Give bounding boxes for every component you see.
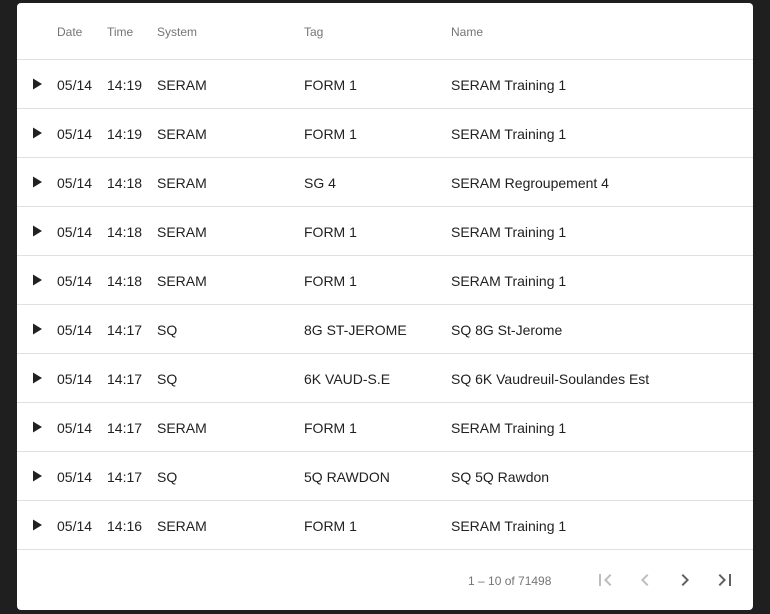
expand-row-button[interactable] — [27, 74, 47, 94]
cell-tag: FORM 1 — [304, 77, 357, 93]
column-header-tag[interactable]: Tag — [304, 25, 324, 39]
column-header-date[interactable]: Date — [57, 25, 83, 39]
table-row[interactable]: 05/14 14:19 SERAM FORM 1 SERAM Training 1 — [17, 109, 753, 158]
cell-time: 14:18 — [107, 224, 143, 240]
play-arrow-icon — [33, 78, 42, 90]
first-page-button[interactable] — [593, 568, 617, 592]
play-arrow-icon — [33, 470, 42, 482]
paginator-range-label: 1 – 10 of 71498 — [468, 574, 552, 588]
cell-tag: FORM 1 — [304, 224, 357, 240]
cell-system: SQ — [157, 322, 178, 338]
cell-name: SERAM Training 1 — [451, 224, 567, 240]
cell-date: 05/14 — [57, 77, 93, 93]
cell-time: 14:18 — [107, 273, 143, 289]
cell-name: SERAM Regroupement 4 — [451, 175, 609, 191]
cell-name: SERAM Training 1 — [451, 77, 567, 93]
cell-name: SERAM Training 1 — [451, 518, 567, 534]
cell-system: SERAM — [157, 175, 207, 191]
table-row[interactable]: 05/14 14:18 SERAM FORM 1 SERAM Training 1 — [17, 207, 753, 256]
cell-tag: FORM 1 — [304, 518, 357, 534]
cell-name: SERAM Training 1 — [451, 273, 567, 289]
cell-system: SERAM — [157, 126, 207, 142]
play-arrow-icon — [33, 519, 42, 531]
cell-tag: 8G ST-JEROME — [304, 322, 407, 338]
previous-page-button[interactable] — [633, 568, 657, 592]
table-body: 05/14 14:19 SERAM FORM 1 SERAM Training 1 05/… — [17, 60, 753, 550]
expand-row-button[interactable] — [27, 515, 47, 535]
cell-time: 14:17 — [107, 371, 143, 387]
cell-system: SERAM — [157, 273, 207, 289]
column-header-name[interactable]: Name — [451, 25, 484, 39]
cell-system: SQ — [157, 469, 178, 485]
next-page-icon — [681, 574, 689, 586]
table-row[interactable]: 05/14 14:17 SQ 6K VAUD-S.E SQ 6K Vaudreuil-S… — [17, 354, 753, 403]
cell-date: 05/14 — [57, 175, 93, 191]
column-header-time[interactable]: Time — [107, 25, 134, 39]
table-row[interactable]: 05/14 14:19 SERAM FORM 1 SERAM Training 1 — [17, 60, 753, 109]
cell-system: SERAM — [157, 420, 207, 436]
last-page-button[interactable] — [713, 568, 737, 592]
expand-row-button[interactable] — [27, 417, 47, 437]
cell-date: 05/14 — [57, 469, 93, 485]
calls-table-card: Date Time System Tag Name 05/14 14:19 SERA… — [17, 3, 753, 610]
expand-row-button[interactable] — [27, 466, 47, 486]
cell-tag: FORM 1 — [304, 420, 357, 436]
column-header-system[interactable]: System — [157, 25, 198, 39]
cell-time: 14:16 — [107, 518, 143, 534]
cell-tag: FORM 1 — [304, 126, 357, 142]
cell-system: SERAM — [157, 518, 207, 534]
cell-tag: 6K VAUD-S.E — [304, 371, 391, 387]
cell-time: 14:17 — [107, 469, 143, 485]
cell-name: SQ 5Q Rawdon — [451, 469, 550, 485]
table-row[interactable]: 05/14 14:17 SERAM FORM 1 SERAM Training 1 — [17, 403, 753, 452]
cell-time: 14:19 — [107, 77, 143, 93]
cell-time: 14:18 — [107, 175, 143, 191]
cell-system: SERAM — [157, 77, 207, 93]
play-arrow-icon — [33, 225, 42, 237]
cell-tag: 5Q RAWDON — [304, 469, 390, 485]
expand-row-button[interactable] — [27, 172, 47, 192]
cell-time: 14:17 — [107, 420, 143, 436]
last-page-icon — [718, 574, 731, 586]
table-header-row: Date Time System Tag Name — [17, 3, 753, 60]
play-arrow-icon — [33, 176, 42, 188]
table-row[interactable]: 05/14 14:16 SERAM FORM 1 SERAM Training 1 — [17, 501, 753, 550]
play-arrow-icon — [33, 127, 42, 139]
cell-system: SQ — [157, 371, 178, 387]
paginator: 1 – 10 of 71498 — [17, 550, 753, 610]
cell-date: 05/14 — [57, 371, 93, 387]
cell-date: 05/14 — [57, 126, 93, 142]
cell-time: 14:17 — [107, 322, 143, 338]
expand-row-button[interactable] — [27, 319, 47, 339]
expand-row-button[interactable] — [27, 270, 47, 290]
first-page-icon — [599, 574, 612, 586]
cell-tag: FORM 1 — [304, 273, 357, 289]
cell-name: SQ 6K Vaudreuil-Soulandes Est — [451, 371, 650, 387]
table-row[interactable]: 05/14 14:18 SERAM SG 4 SERAM Regroupement 4 — [17, 158, 753, 207]
cell-date: 05/14 — [57, 420, 93, 436]
expand-row-button[interactable] — [27, 123, 47, 143]
play-arrow-icon — [33, 323, 42, 335]
cell-name: SERAM Training 1 — [451, 420, 567, 436]
cell-name: SERAM Training 1 — [451, 126, 567, 142]
expand-row-button[interactable] — [27, 221, 47, 241]
previous-page-icon — [641, 574, 649, 586]
cell-name: SQ 8G St-Jerome — [451, 322, 563, 338]
cell-tag: SG 4 — [304, 175, 336, 191]
expand-row-button[interactable] — [27, 368, 47, 388]
play-arrow-icon — [33, 421, 42, 433]
cell-date: 05/14 — [57, 518, 93, 534]
cell-system: SERAM — [157, 224, 207, 240]
table-row[interactable]: 05/14 14:18 SERAM FORM 1 SERAM Training 1 — [17, 256, 753, 305]
cell-date: 05/14 — [57, 224, 93, 240]
table-row[interactable]: 05/14 14:17 SQ 8G ST-JEROME SQ 8G St-Jerome — [17, 305, 753, 354]
cell-time: 14:19 — [107, 126, 143, 142]
next-page-button[interactable] — [673, 568, 697, 592]
cell-date: 05/14 — [57, 322, 93, 338]
table-row[interactable]: 05/14 14:17 SQ 5Q RAWDON SQ 5Q Rawdon — [17, 452, 753, 501]
cell-date: 05/14 — [57, 273, 93, 289]
play-arrow-icon — [33, 274, 42, 286]
play-arrow-icon — [33, 372, 42, 384]
